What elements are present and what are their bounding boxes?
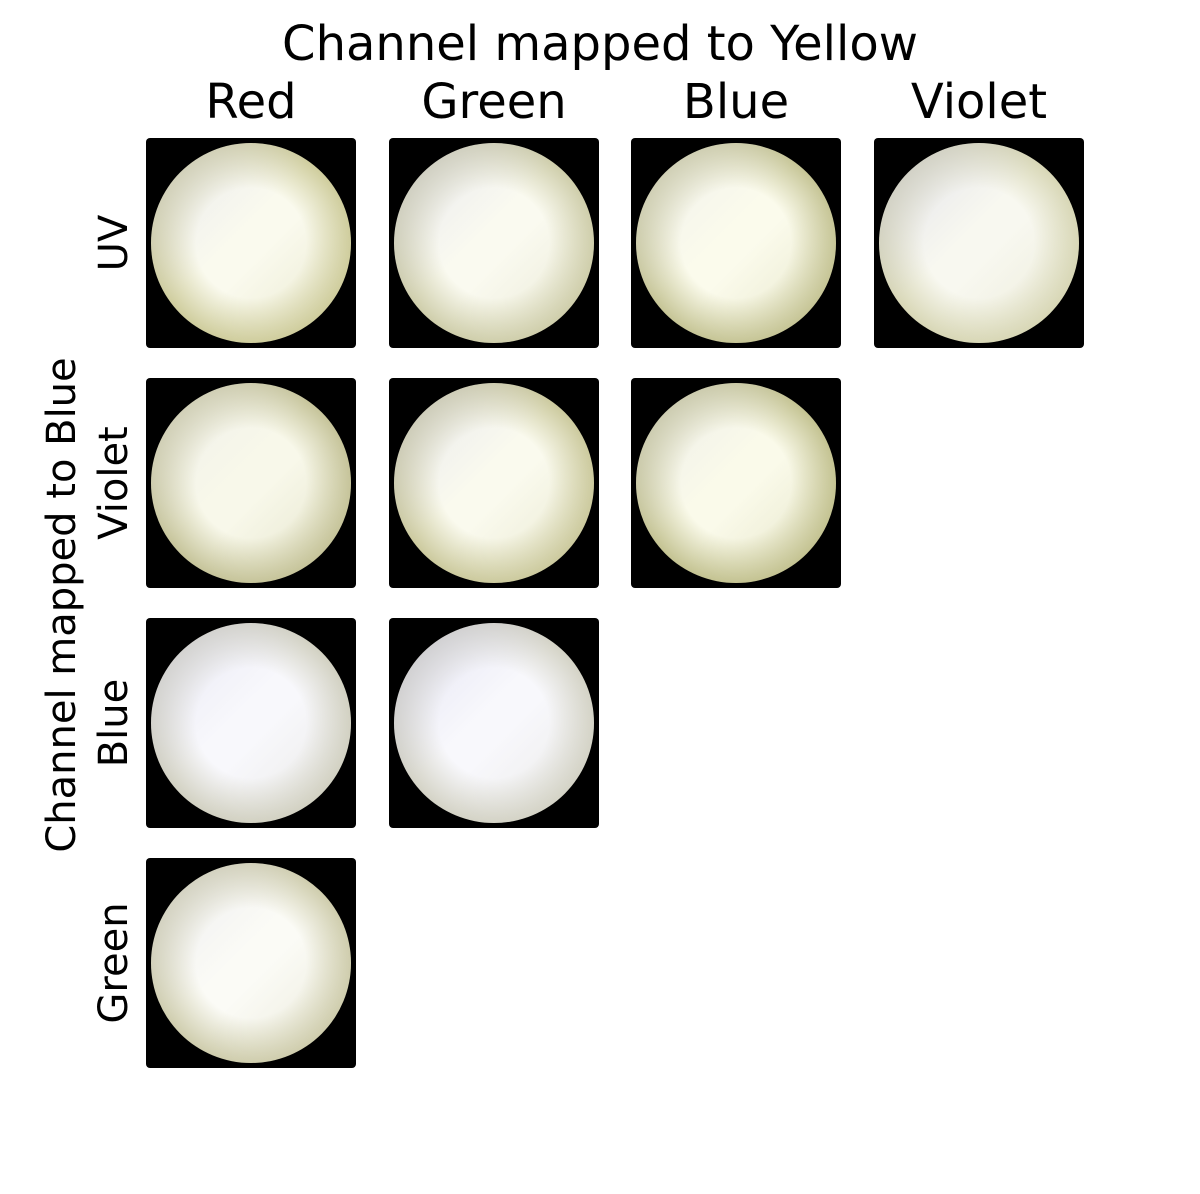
sphere-shading	[394, 623, 594, 823]
row-label-container-uv: UV	[82, 138, 146, 348]
row-label-container-green: Green	[82, 858, 146, 1068]
column-label-blue: Blue	[682, 74, 790, 130]
sphere-shading	[879, 143, 1079, 343]
sphere-image	[636, 383, 836, 583]
sphere-image	[151, 863, 351, 1063]
column-label-red: Red	[205, 74, 297, 130]
column-label-green: Green	[421, 74, 567, 130]
sphere-cell-violet-blue	[631, 378, 841, 588]
sphere-image	[151, 143, 351, 343]
sphere-cell-uv-violet	[874, 138, 1084, 348]
sphere-cell-blue-green	[389, 618, 599, 828]
column-label-violet: Violet	[910, 74, 1048, 130]
sphere-shading	[636, 143, 836, 343]
sphere-cell-uv-red	[146, 138, 356, 348]
row-label-green: Green	[91, 902, 137, 1024]
sphere-shading	[151, 143, 351, 343]
sphere-shading	[151, 623, 351, 823]
row-label-violet: Violet	[91, 426, 137, 540]
row-label-blue: Blue	[91, 678, 137, 768]
sphere-cell-green-red	[146, 858, 356, 1068]
sphere-cell-uv-green	[389, 138, 599, 348]
sphere-image	[394, 623, 594, 823]
sphere-image	[151, 383, 351, 583]
sphere-shading	[151, 383, 351, 583]
sphere-shading	[394, 383, 594, 583]
figure-title: Channel mapped to Yellow	[282, 16, 918, 72]
sphere-cell-uv-blue	[631, 138, 841, 348]
sphere-cell-violet-red	[146, 378, 356, 588]
y-axis-title: Channel mapped to Blue	[39, 357, 85, 853]
sphere-shading	[394, 143, 594, 343]
sphere-image	[394, 143, 594, 343]
row-label-container-blue: Blue	[82, 618, 146, 828]
sphere-image	[151, 623, 351, 823]
sphere-image	[394, 383, 594, 583]
sphere-shading	[151, 863, 351, 1063]
sphere-cell-blue-red	[146, 618, 356, 828]
row-label-uv: UV	[91, 214, 137, 272]
sphere-image	[879, 143, 1079, 343]
sphere-shading	[636, 383, 836, 583]
sphere-image	[636, 143, 836, 343]
row-label-container-violet: Violet	[82, 378, 146, 588]
sphere-cell-violet-green	[389, 378, 599, 588]
